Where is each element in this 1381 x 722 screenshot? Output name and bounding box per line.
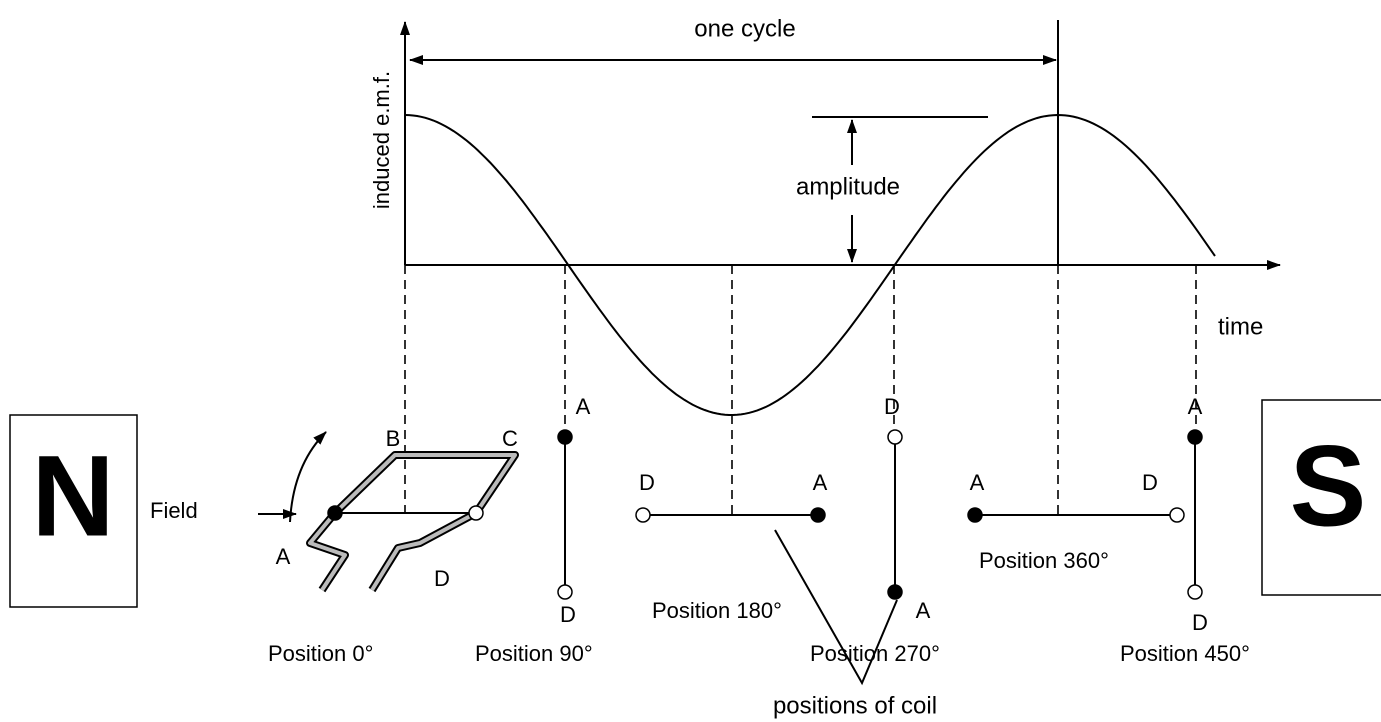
coil-letter: A xyxy=(1188,394,1203,419)
conductor xyxy=(557,429,573,445)
position-label: Position 0° xyxy=(268,641,373,666)
coil-letter: A xyxy=(576,394,591,419)
north-magnet xyxy=(9,414,138,608)
conductor xyxy=(1187,584,1203,600)
coil-letter: D xyxy=(884,394,900,419)
coil-corner: B xyxy=(386,426,401,451)
conductor xyxy=(887,429,903,445)
position-label: Position 90° xyxy=(475,641,593,666)
emf-wave xyxy=(404,113,1216,416)
coil-letter: D xyxy=(639,470,655,495)
coil-letter: D xyxy=(1142,470,1158,495)
coil-letter: D xyxy=(560,602,576,627)
coil xyxy=(306,451,519,593)
coil-letter: D xyxy=(1192,610,1208,635)
y-axis-label: induced e.m.f. xyxy=(369,71,394,209)
coil-corner: A xyxy=(276,544,291,569)
position-label: Position 360° xyxy=(979,548,1109,573)
conductor xyxy=(967,507,983,523)
pointer-lines xyxy=(774,529,898,686)
rotation-arrow xyxy=(289,431,327,523)
south-magnet xyxy=(1261,399,1381,596)
position-label: Position 180° xyxy=(652,598,782,623)
cycle-label: one cycle xyxy=(694,15,795,42)
field-label: Field xyxy=(150,498,198,523)
coil-corner: D xyxy=(434,566,450,591)
coil-letter: A xyxy=(970,470,985,495)
x-axis-label: time xyxy=(1218,313,1263,340)
conductor xyxy=(557,584,573,600)
conductor xyxy=(635,507,651,523)
pointer-label: positions of coil xyxy=(773,692,937,719)
conductor xyxy=(1169,507,1185,523)
coil-letter: A xyxy=(916,598,931,623)
coil-corner: C xyxy=(502,426,518,451)
conductor xyxy=(810,507,826,523)
amplitude-label: amplitude xyxy=(796,173,900,200)
north-label: N xyxy=(31,432,114,560)
south-label: S xyxy=(1290,422,1367,550)
conductor xyxy=(1187,429,1203,445)
conductor xyxy=(887,584,903,600)
coil-letter: A xyxy=(813,470,828,495)
position-label: Position 450° xyxy=(1120,641,1250,666)
